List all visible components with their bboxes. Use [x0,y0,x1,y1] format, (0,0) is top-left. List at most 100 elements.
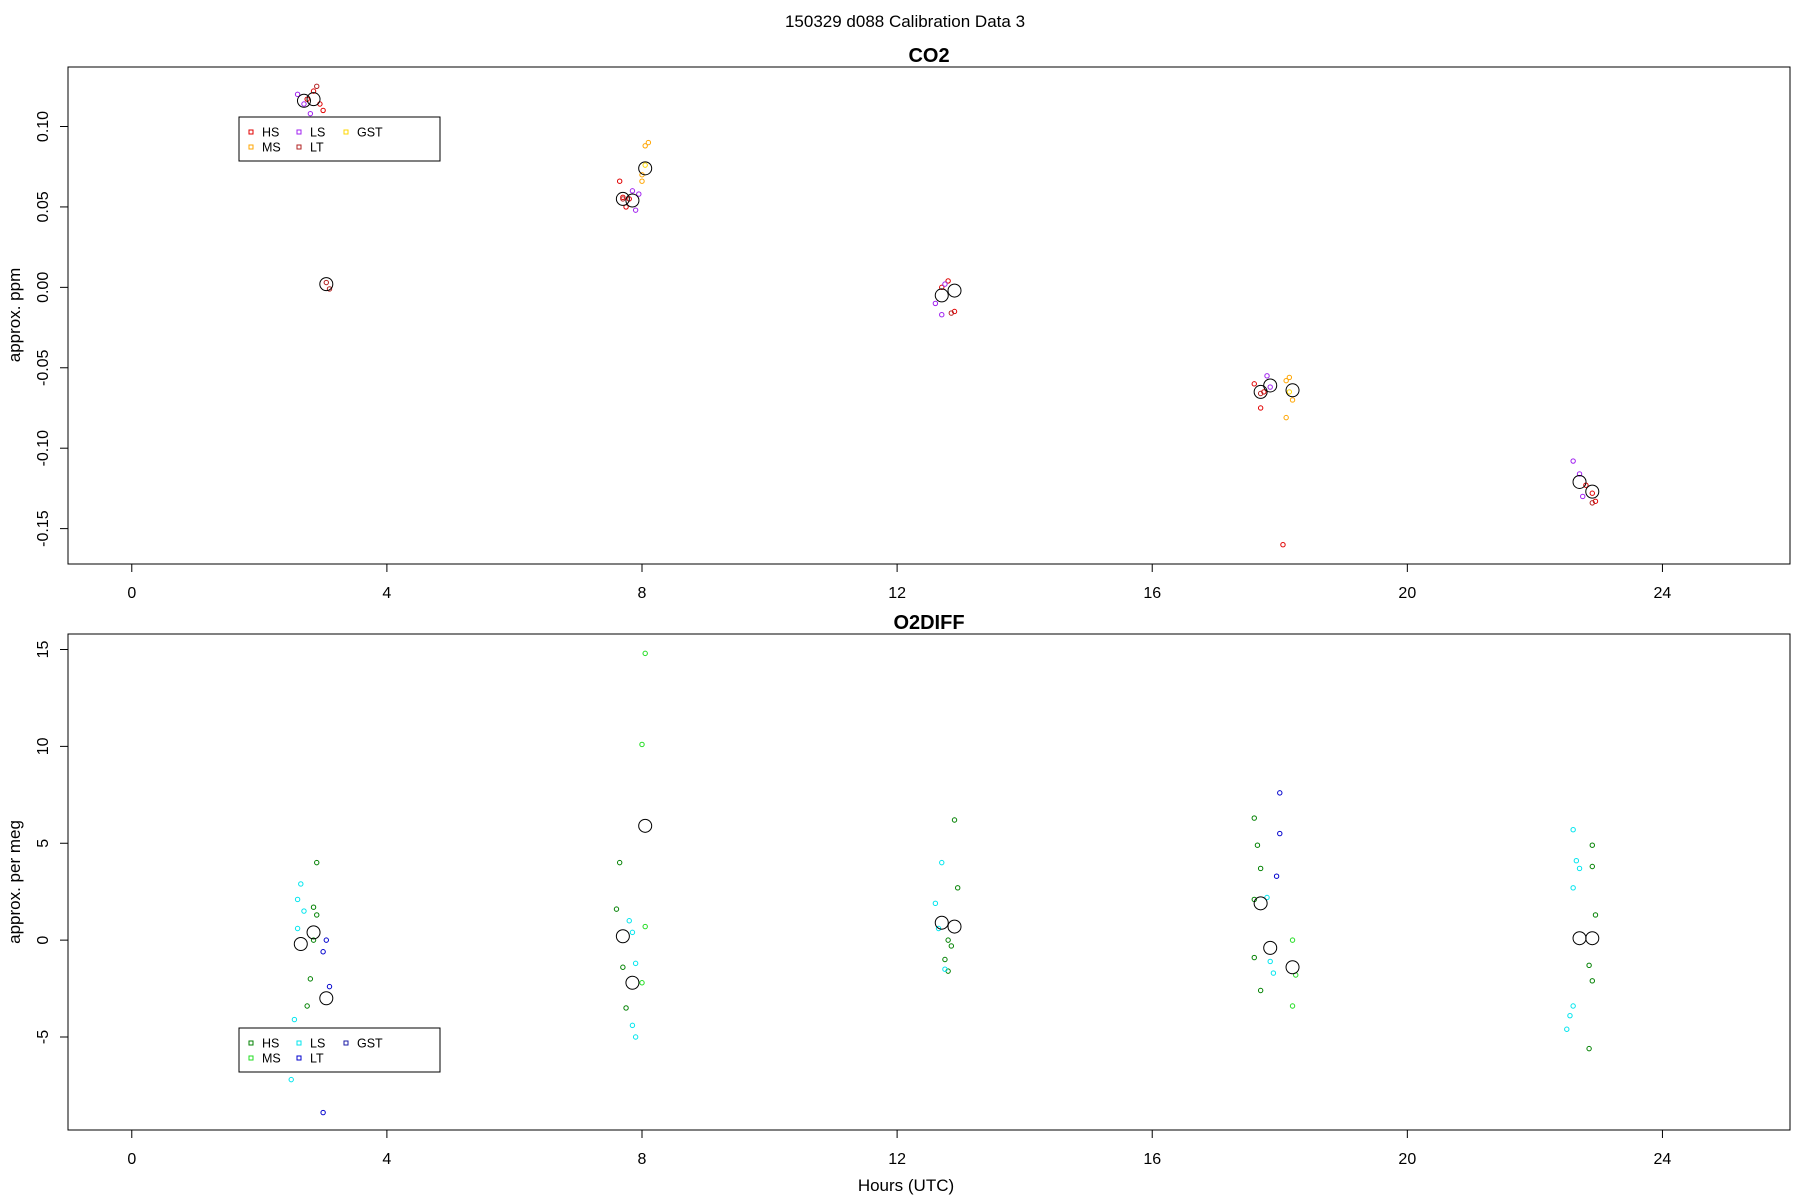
co2-point-hs [616,178,623,184]
o2diff-mean-marker [615,929,630,944]
o2diff-point-ls [1567,1012,1573,1019]
o2diff-point-lt [1277,830,1283,837]
o2diff-mean-marker [306,925,321,940]
o2diff-point-hs [620,964,626,970]
o2diff-legend-key-gst [343,1040,349,1046]
o2diff-mean-marker [1572,931,1587,946]
co2-points [294,83,1599,548]
o2diff-point-hs [613,906,620,912]
o2diff-y-tick-label: -5 [35,1030,52,1044]
o2diff-point-hs [623,1005,629,1011]
o2diff-point-hs [1254,842,1261,848]
co2-x-tick-label: 8 [638,585,647,602]
co2-point-hs [310,88,317,94]
co2-legend-key-ls [296,129,302,135]
o2diff-point-hs [945,937,951,943]
o2diff-legend-label-gst: GST [357,1037,383,1051]
o2diff-point-lt [323,937,329,943]
co2-point-ms [642,143,648,149]
o2diff-mean-marker [1253,896,1268,911]
co2-y-tick-label: -0.15 [35,510,52,547]
o2diff-point-hs [307,976,314,982]
o2diff-point-ls [291,1016,298,1023]
co2-mean-marker [625,193,640,208]
o2diff-mean-marker [947,919,962,934]
o2diff-legend-box [238,1027,441,1073]
co2-mean-marker [319,277,334,292]
co2-point-lt [948,310,955,316]
o2diff-mean-markers [293,818,1600,1006]
o2diff-point-hs [955,885,961,891]
co2-point-ms [639,178,645,184]
o2diff-point-ls [626,918,632,924]
o2diff-point-ms [1289,1003,1296,1009]
co2-y-axis-label: approx. ppm [5,268,24,363]
co2-point-ms [645,139,652,146]
o2diff-mean-marker [1263,940,1278,955]
o2diff-point-ms [1289,937,1296,943]
o2diff-point-ls [632,960,639,967]
o2diff-point-ls [629,1022,636,1029]
co2-point-hs [1257,405,1264,411]
o2diff-point-hs [314,912,320,918]
co2-point-ls [932,300,939,307]
co2-y-tick-label: 0.05 [35,191,52,222]
co2-point-hs [1280,541,1286,548]
o2diff-point-ls [935,925,942,932]
co2-panel: CO2 approx. ppm 0 4 8 12 16 20 24 -0.15-0.10-0… [5,45,1791,602]
co2-legend-label-gst: GST [357,126,383,140]
co2-mean-marker [947,283,962,298]
o2diff-point-hs [1586,1045,1592,1052]
co2-y-axis: -0.15 -0.10 -0.05 0.00 0.05 0.10 [35,111,69,547]
o2diff-point-hs [310,937,317,943]
co2-point-ms [1283,414,1289,421]
co2-mean-marker [1585,484,1600,499]
o2diff-point-ms [642,923,648,930]
co2-point-ls [942,281,948,287]
o2diff-x-axis: 0 4 8 12 16 20 24 [127,1129,1671,1168]
co2-point-hs [1589,490,1595,496]
o2diff-title: O2DIFF [893,612,964,634]
co2-x-axis: 0 4 8 12 16 20 24 [127,563,1671,602]
co2-legend-key-ms [248,144,254,150]
co2-point-lt [314,83,320,90]
co2-point-ls [939,311,945,318]
co2-x-tick-label: 4 [382,585,391,602]
o2diff-point-ls [1264,894,1270,901]
co2-title: CO2 [908,45,949,67]
co2-point-gst [1286,389,1293,395]
co2-point-ls [636,191,642,197]
co2-legend-key-gst [343,129,349,135]
o2diff-point-lt [1273,873,1280,879]
o2diff-point-lt [1277,790,1283,796]
o2diff-point-ls [1570,826,1576,833]
o2diff-point-hs [1257,987,1264,994]
co2-x-tick-label: 12 [888,585,906,602]
co2-point-hs [939,284,945,291]
co2-mean-marker [1572,474,1587,489]
o2diff-point-hs [1257,865,1264,872]
co2-point-ls [307,110,314,117]
co2-x-tick-label: 20 [1398,585,1416,602]
o2diff-point-hs [1251,954,1257,961]
co2-point-hs [945,278,951,284]
co2-y-tick-label: 0.00 [35,272,52,303]
co2-point-gst [642,162,648,168]
co2-y-tick-label: -0.05 [35,349,52,386]
co2-mean-marker [615,191,630,206]
o2diff-point-ls [1267,958,1273,965]
o2diff-point-hs [314,859,320,866]
co2-legend-label-hs: HS [262,126,279,140]
o2diff-point-hs [310,904,317,910]
o2diff-legend-label-lt: LT [310,1052,324,1066]
o2diff-point-hs [951,817,958,823]
co2-mean-marker [638,161,653,176]
o2diff-mean-marker [319,991,334,1006]
o2diff-mean-marker [293,937,308,951]
co2-point-ls [629,188,636,194]
co2-point-ls [1267,384,1273,390]
co2-legend-label-ls: LS [310,126,325,140]
o2diff-x-tick-label: 0 [127,1151,136,1168]
co2-point-lt [1257,390,1264,397]
